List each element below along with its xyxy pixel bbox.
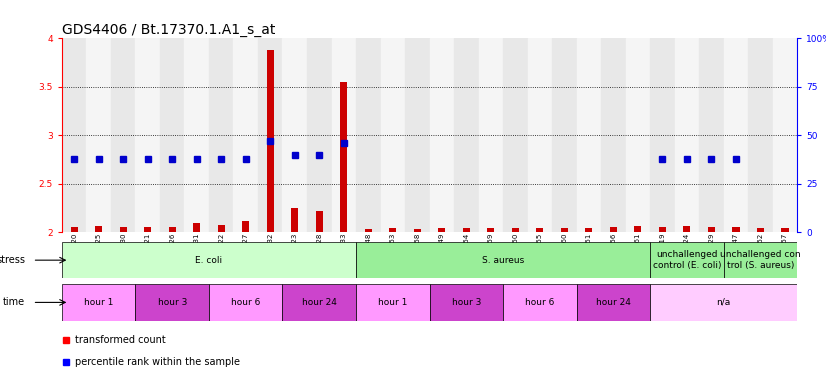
Bar — [381, 38, 405, 232]
Bar — [650, 242, 724, 278]
Bar — [528, 38, 552, 232]
Bar — [291, 208, 298, 232]
Text: time: time — [3, 297, 26, 308]
Bar — [463, 228, 470, 232]
Text: E. coli: E. coli — [196, 256, 222, 265]
Text: hour 24: hour 24 — [596, 298, 631, 307]
Bar — [331, 38, 356, 232]
Bar — [625, 38, 650, 232]
Text: unchallenged con
trol (S. aureus): unchallenged con trol (S. aureus) — [720, 250, 800, 270]
Bar — [217, 225, 225, 232]
Bar — [610, 227, 617, 232]
Bar — [675, 38, 699, 232]
Bar — [405, 38, 430, 232]
Bar — [282, 38, 307, 232]
Bar — [748, 38, 772, 232]
Bar — [389, 228, 396, 232]
Bar — [601, 38, 625, 232]
Bar — [552, 38, 577, 232]
Bar — [577, 284, 650, 321]
Bar — [135, 284, 209, 321]
Text: hour 24: hour 24 — [301, 298, 337, 307]
Bar — [650, 38, 675, 232]
Bar — [781, 228, 789, 232]
Bar — [364, 229, 372, 232]
Text: GDS4406 / Bt.17370.1.A1_s_at: GDS4406 / Bt.17370.1.A1_s_at — [62, 23, 275, 37]
Bar — [193, 223, 201, 232]
Bar — [242, 221, 249, 232]
Bar — [356, 242, 650, 278]
Text: hour 6: hour 6 — [231, 298, 260, 307]
Bar — [169, 227, 176, 232]
Text: hour 3: hour 3 — [158, 298, 187, 307]
Bar — [184, 38, 209, 232]
Bar — [430, 284, 503, 321]
Bar — [62, 38, 87, 232]
Bar — [430, 38, 454, 232]
Bar — [650, 284, 797, 321]
Bar — [120, 227, 127, 232]
Bar — [561, 228, 568, 232]
Bar — [757, 228, 764, 232]
Text: transformed count: transformed count — [75, 335, 166, 345]
Bar — [454, 38, 478, 232]
Text: n/a: n/a — [716, 298, 731, 307]
Bar — [478, 38, 503, 232]
Bar — [708, 227, 715, 232]
Bar — [282, 284, 356, 321]
Bar — [699, 38, 724, 232]
Bar — [414, 229, 421, 232]
Bar — [70, 227, 78, 232]
Bar — [209, 38, 234, 232]
Bar — [316, 211, 323, 232]
Text: hour 6: hour 6 — [525, 298, 554, 307]
Bar — [772, 38, 797, 232]
Bar — [160, 38, 184, 232]
Bar — [209, 284, 282, 321]
Bar — [438, 228, 445, 232]
Bar — [634, 225, 642, 232]
Bar — [577, 38, 601, 232]
Bar — [95, 225, 102, 232]
Bar — [356, 38, 381, 232]
Bar — [144, 227, 151, 232]
Bar — [511, 228, 519, 232]
Bar — [585, 228, 592, 232]
Bar — [62, 242, 356, 278]
Bar — [234, 38, 258, 232]
Text: hour 1: hour 1 — [84, 298, 113, 307]
Bar — [87, 38, 111, 232]
Text: hour 1: hour 1 — [378, 298, 407, 307]
Text: hour 3: hour 3 — [452, 298, 481, 307]
Bar — [503, 38, 528, 232]
Bar — [356, 284, 430, 321]
Bar — [487, 228, 495, 232]
Bar — [62, 284, 135, 321]
Bar — [724, 38, 748, 232]
Bar — [536, 228, 544, 232]
Text: unchallenged
control (E. coli): unchallenged control (E. coli) — [653, 250, 721, 270]
Bar — [307, 38, 331, 232]
Bar — [267, 50, 274, 232]
Bar — [732, 227, 739, 232]
Bar — [724, 242, 797, 278]
Bar — [258, 38, 282, 232]
Bar — [683, 225, 691, 232]
Bar — [111, 38, 135, 232]
Bar — [503, 284, 577, 321]
Bar — [135, 38, 160, 232]
Text: percentile rank within the sample: percentile rank within the sample — [75, 358, 240, 367]
Bar — [340, 82, 348, 232]
Bar — [658, 227, 666, 232]
Text: stress: stress — [0, 255, 26, 265]
Text: S. aureus: S. aureus — [482, 256, 525, 265]
